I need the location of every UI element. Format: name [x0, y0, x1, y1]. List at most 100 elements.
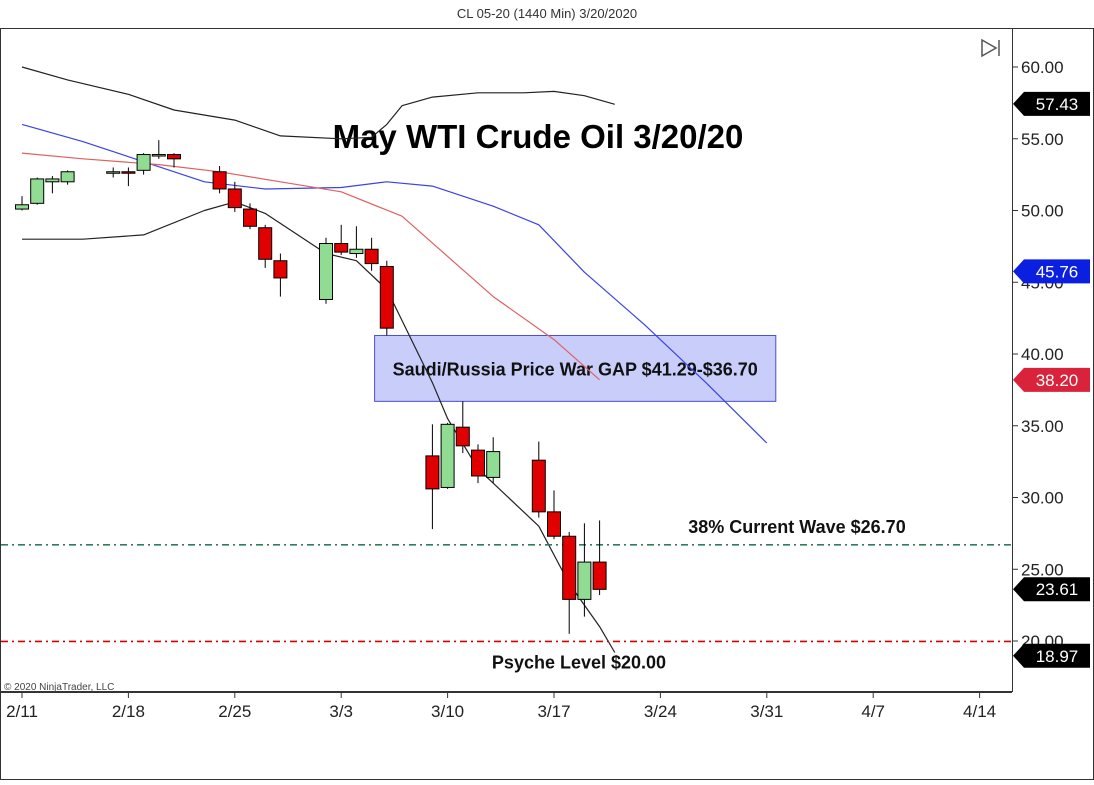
candle-2020-03-06 — [379, 260, 394, 336]
bollinger-upper-line — [21, 66, 615, 140]
candle-2020-03-02 — [319, 237, 333, 304]
moving-average-red-line — [21, 152, 600, 381]
x-tick-label: 2/18 — [112, 702, 145, 721]
candle-body — [349, 248, 364, 255]
candle-body — [379, 265, 394, 329]
scroll-to-end-icon[interactable] — [978, 36, 1004, 60]
price-markers-layer: 57.43 45.76 38.20 23.61 18.97 — [1013, 91, 1090, 668]
price-marker-badge — [1013, 577, 1090, 602]
candle-2020-03-10 — [440, 422, 455, 489]
candle-2020-02-17 — [106, 167, 121, 178]
candle-body — [273, 260, 288, 279]
candle-2020-03-03 — [334, 224, 349, 255]
candle-body — [243, 208, 257, 227]
candle-body — [106, 171, 121, 174]
level-label-0: 38% Current Wave $26.70 — [688, 517, 905, 537]
candle-body — [455, 426, 470, 447]
candle-body — [531, 459, 546, 513]
price-marker-badge — [1013, 259, 1090, 284]
candle-2020-03-20 — [592, 520, 607, 596]
axes-layer: 60.0055.0050.0045.0040.0035.0030.0025.00… — [6, 58, 1063, 721]
price-marker-45.76: 45.76 — [1013, 259, 1090, 284]
candle-body — [136, 154, 151, 171]
moving-average-blue-line — [21, 123, 768, 444]
candle-2020-03-09 — [425, 424, 440, 530]
candle-body — [45, 178, 60, 183]
x-tick-label: 4/14 — [963, 702, 996, 721]
x-tick-label: 3/17 — [537, 702, 570, 721]
candle-2020-02-26 — [243, 203, 257, 230]
candle-2020-03-04 — [349, 226, 364, 258]
y-tick-label: 30.00 — [1021, 489, 1064, 508]
level-lines-layer: 38% Current Wave $26.70 Psyche Level $20.… — [1, 517, 1012, 672]
candle-2020-03-17 — [547, 490, 561, 540]
candle-body — [121, 171, 136, 174]
candle-2020-02-14 — [60, 170, 75, 185]
candle-2020-02-11 — [15, 196, 29, 211]
price-marker-label: 57.43 — [1036, 95, 1079, 114]
gap-zone-label: Saudi/Russia Price War GAP $41.29-$36.70 — [393, 359, 758, 379]
candle-2020-02-19 — [136, 153, 151, 175]
candle-2020-03-05 — [364, 237, 379, 271]
indicator-lines-layer — [21, 66, 768, 653]
candle-body — [151, 154, 166, 157]
candle-body — [486, 451, 501, 478]
candle-body — [227, 188, 242, 209]
candles-layer — [15, 140, 607, 634]
candle-2020-02-21 — [167, 153, 181, 168]
gap-zone-layer: Saudi/Russia Price War GAP $41.29-$36.70 — [374, 334, 777, 402]
level-label-1: Psyche Level $20.00 — [492, 652, 666, 672]
candle-body — [334, 243, 349, 253]
bollinger-lower-line — [22, 201, 616, 653]
candle-2020-02-12 — [30, 177, 45, 205]
price-marker-38.20: 38.20 — [1013, 367, 1090, 392]
price-marker-label: 45.76 — [1036, 262, 1079, 281]
candle-2020-03-13 — [486, 437, 501, 484]
x-tick-label: 3/10 — [431, 702, 464, 721]
candle-body — [319, 243, 333, 300]
gap-zone-box — [374, 334, 777, 402]
candle-2020-02-27 — [258, 224, 273, 268]
x-tick-label: 3/3 — [329, 702, 353, 721]
y-tick-label: 60.00 — [1021, 58, 1064, 77]
y-tick-label: 55.00 — [1021, 130, 1064, 149]
y-tick-label: 25.00 — [1021, 560, 1064, 579]
candle-body — [471, 449, 485, 477]
chart-header-title: CL 05-20 (1440 Min) 3/20/2020 — [457, 6, 637, 21]
candle-body — [258, 227, 273, 260]
candle-body — [547, 511, 561, 537]
candle-body — [440, 423, 455, 488]
candle-body — [167, 154, 181, 160]
price-marker-badge — [1013, 643, 1090, 668]
candle-2020-03-18 — [562, 531, 577, 634]
price-marker-badge — [1013, 367, 1090, 392]
x-tick-label: 2/25 — [218, 702, 251, 721]
candle-body — [592, 561, 607, 590]
x-tick-label: 3/24 — [644, 702, 677, 721]
x-tick-label: 3/31 — [750, 702, 783, 721]
candle-2020-03-12 — [471, 444, 485, 484]
candle-2020-02-18 — [121, 167, 136, 187]
candle-2020-02-28 — [273, 253, 288, 297]
price-marker-badge — [1013, 91, 1090, 116]
y-tick-label: 40.00 — [1021, 345, 1064, 364]
candle-2020-03-11 — [455, 401, 470, 454]
candle-body — [364, 248, 379, 265]
price-marker-57.43: 57.43 — [1013, 91, 1090, 116]
candle-2020-02-20 — [151, 140, 166, 159]
candle-body — [577, 561, 592, 600]
candle-body — [425, 455, 440, 490]
x-tick-label: 2/11 — [6, 702, 38, 721]
y-tick-label: 35.00 — [1021, 417, 1064, 436]
candle-2020-02-25 — [227, 181, 242, 212]
candle-body — [60, 171, 75, 183]
candle-body — [562, 535, 577, 600]
price-marker-23.61: 23.61 — [1013, 577, 1090, 602]
candle-2020-02-13 — [45, 176, 60, 194]
candle-2020-03-16 — [531, 441, 546, 518]
candle-2020-02-24 — [212, 166, 227, 194]
price-marker-18.97: 18.97 — [1013, 643, 1090, 668]
chart-title: May WTI Crude Oil 3/20/20 — [333, 118, 744, 155]
